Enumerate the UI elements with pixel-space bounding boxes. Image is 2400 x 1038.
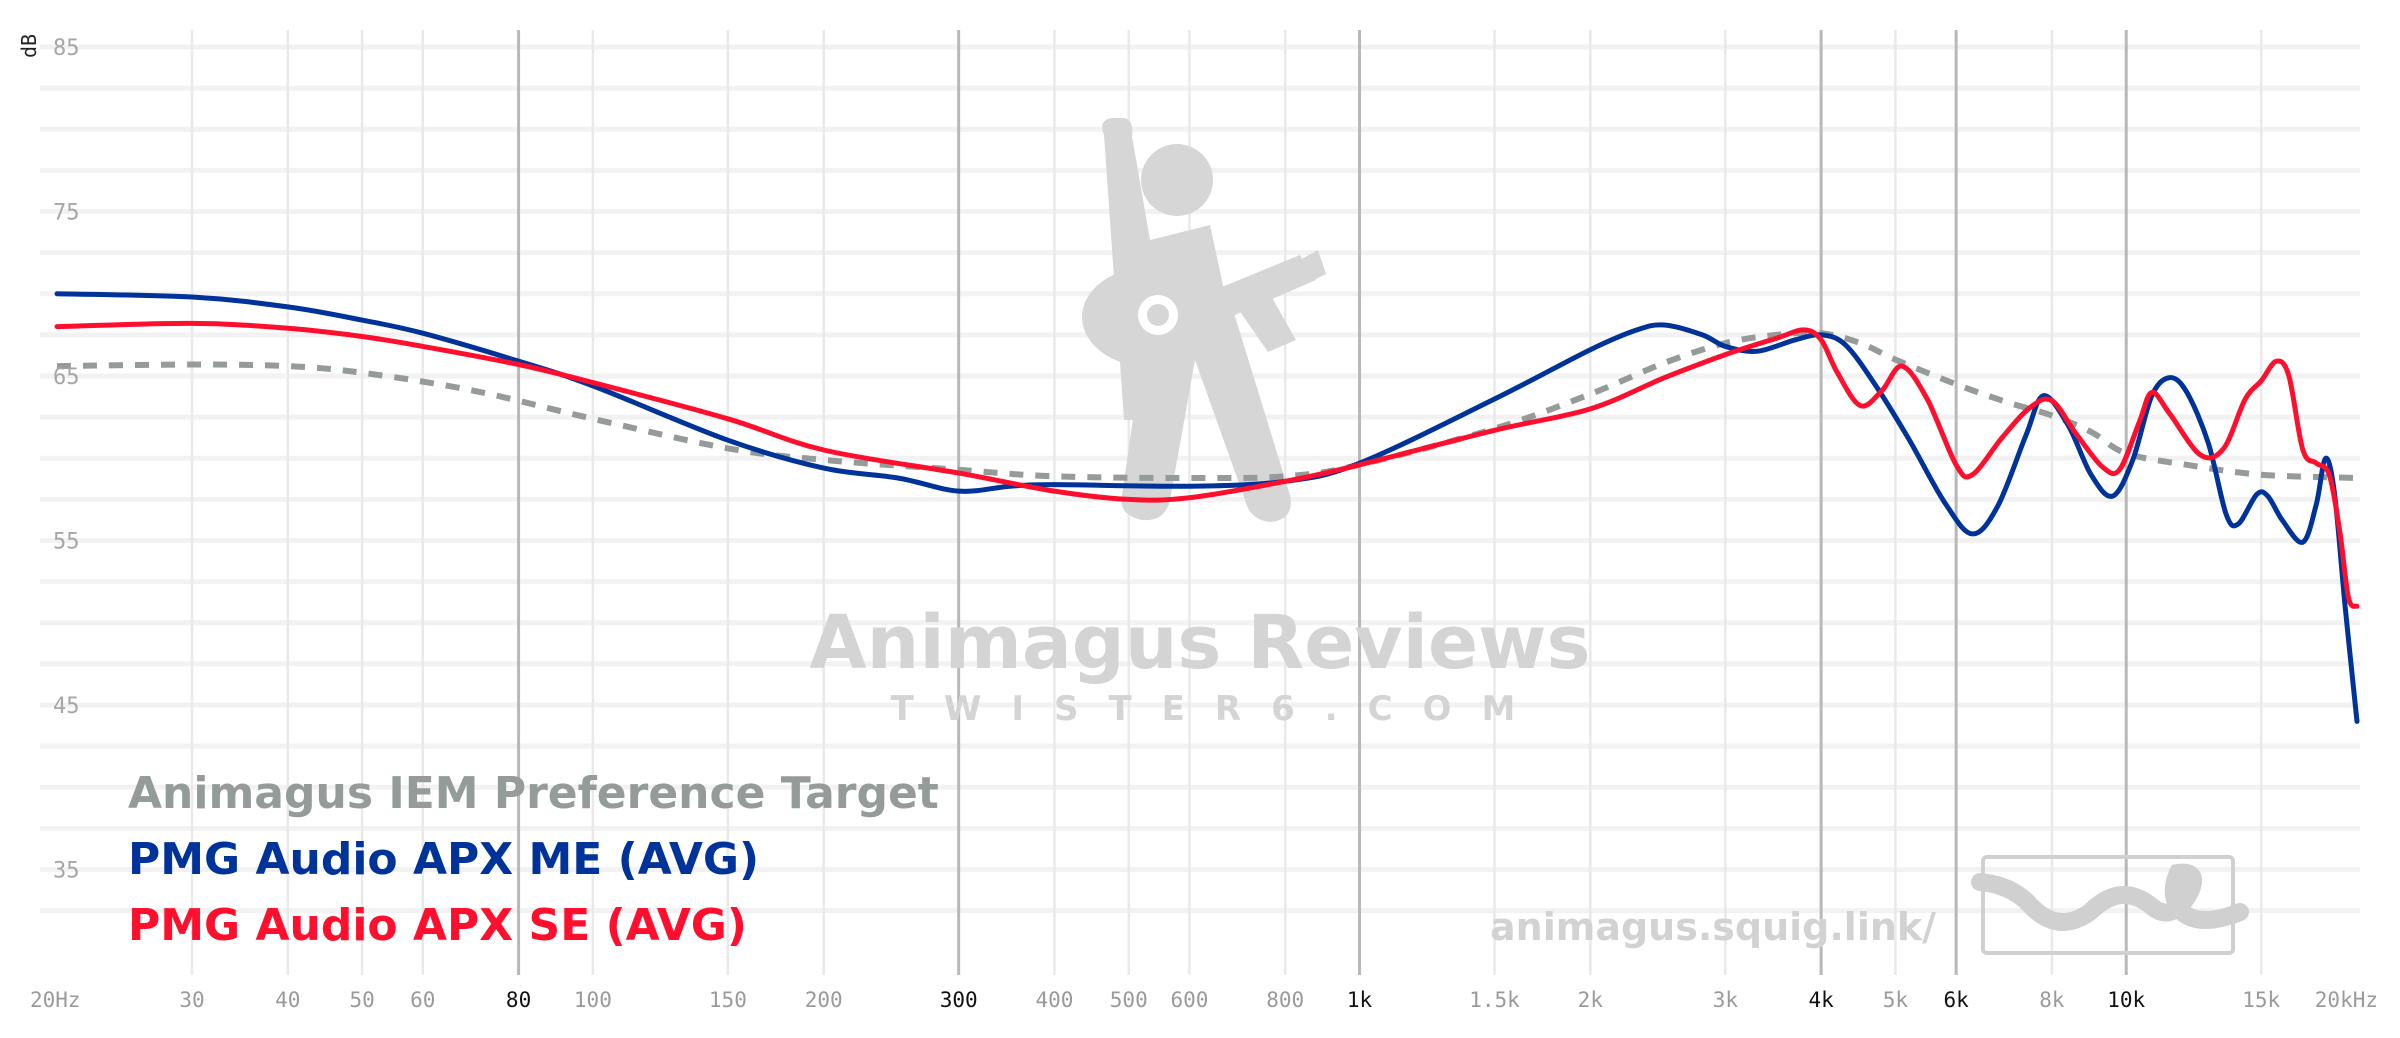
squiggle-logo-icon [1971,855,2249,955]
watermark-subtitle: TWISTER6.COM [891,689,1546,729]
x-tick-label: 2k [1578,988,1604,1012]
legend-entry-apx-se: PMG Audio APX SE (AVG) [128,900,747,951]
x-tick-label: 40 [275,988,300,1012]
x-tick-labels: 20Hz 30 40 50 60 80 100 150 200 300 400 500 600 800 1k… [30,988,2378,1012]
legend: Animagus IEM Preference Target PMG Audio… [128,768,939,951]
y-axis-label: dB [17,34,41,58]
y-tick-label: 75 [53,201,80,226]
series-layer [54,291,2360,724]
x-tick-label: 10k [2107,988,2145,1012]
x-tick-label: 80 [506,988,531,1012]
x-tick-label: 20Hz [30,988,81,1012]
x-tick-label: 600 [1170,988,1208,1012]
x-tick-label: 100 [574,988,612,1012]
x-tick-label: 8k [2039,988,2065,1012]
x-tick-label: 150 [709,988,747,1012]
apx-me-curve [54,291,2360,724]
x-tick-label: 500 [1110,988,1148,1012]
x-tick-label: 1k [1347,988,1373,1012]
watermark-title: Animagus Reviews [809,600,1590,686]
x-tick-label: 60 [410,988,435,1012]
x-tick-label: 30 [179,988,204,1012]
x-tick-label: 6k [1943,988,1969,1012]
x-tick-label: 15k [2242,988,2280,1012]
guitar-player-icon [1082,118,1326,522]
legend-entry-apx-me: PMG Audio APX ME (AVG) [128,834,759,885]
watermark-url: animagus.squig.link/ [1490,905,1936,949]
x-tick-label: 4k [1808,988,1834,1012]
x-tick-label: 3k [1713,988,1739,1012]
x-tick-label: 800 [1266,988,1304,1012]
y-tick-label: 35 [53,859,80,884]
y-tick-labels: 85 75 65 55 45 35 [53,36,80,884]
x-tick-label: 20kHz [2315,988,2378,1012]
x-tick-label: 1.5k [1469,988,1520,1012]
vertical-gridlines [190,30,2263,975]
apx-se-curve [54,320,2360,609]
legend-entry-target: Animagus IEM Preference Target [128,768,939,819]
y-tick-label: 45 [53,694,80,719]
y-tick-label: 85 [53,36,80,61]
x-tick-label: 5k [1883,988,1909,1012]
y-tick-label: 65 [53,365,80,390]
x-tick-label: 400 [1035,988,1073,1012]
x-tick-label: 50 [349,988,374,1012]
x-tick-label: 200 [805,988,843,1012]
horizontal-gridlines [40,44,2360,914]
y-tick-label: 55 [53,530,80,555]
x-tick-label: 300 [940,988,978,1012]
